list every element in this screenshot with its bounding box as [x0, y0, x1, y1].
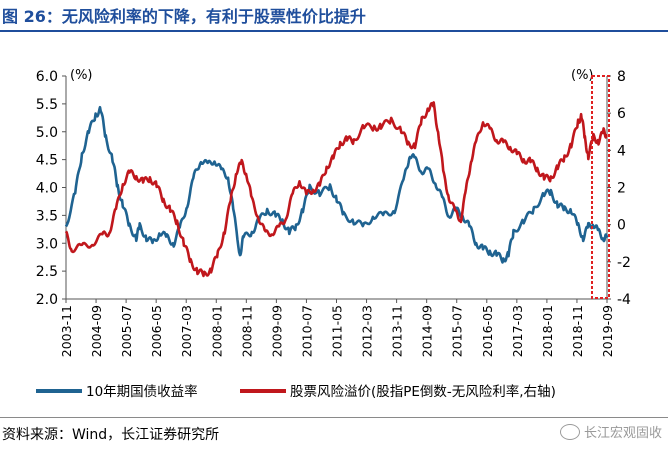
title-divider: [0, 30, 668, 32]
right-axis-unit: (%): [571, 68, 594, 83]
legend-label-bond-yield: 10年期国债收益率: [86, 383, 198, 400]
figure-title: 图 26：无风险利率的下降，有利于股票性价比提升: [2, 7, 366, 26]
x-tick-label: 2005-07: [119, 305, 134, 357]
x-tick-label: 2004-09: [89, 305, 104, 357]
right-tick-label: 8: [617, 69, 626, 85]
left-tick-label: 2.5: [36, 264, 58, 280]
x-tick-label: 2019-09: [600, 305, 615, 357]
recent-period-highlight-box: [591, 75, 610, 299]
left-tick-label: 3.0: [36, 236, 58, 252]
source-note: 资料来源：Wind，长江证券研究所: [2, 427, 220, 443]
x-tick-label: 2003-11: [59, 305, 74, 357]
chart: 6.0 5.5 5.0 4.5 4.0 3.5 3.0 2.5 2.0 8 6 4 2 0 -2 -4 20…: [36, 68, 631, 400]
x-tick-label: 2012-03: [360, 305, 375, 357]
legend: 10年期国债收益率 股票风险溢价(股指PE倒数-无风险利率,右轴): [36, 383, 556, 400]
legend-label-equity-risk-premium: 股票风险溢价(股指PE倒数-无风险利率,右轴): [290, 383, 556, 400]
x-tick-label: 2008-11: [239, 305, 254, 357]
bond-yield-line: [64, 105, 609, 264]
x-tick-label: 2007-03: [179, 305, 194, 357]
left-tick-label: 5.0: [36, 125, 58, 141]
x-tick-label: 2016-05: [480, 305, 495, 357]
left-tick-label: 3.5: [36, 208, 58, 224]
left-tick-label: 6.0: [36, 69, 58, 85]
right-tick-label: 4: [617, 143, 626, 159]
wechat-icon: [559, 423, 580, 440]
right-tick-label: 0: [617, 218, 626, 234]
x-tick-label: 2013-11: [390, 305, 405, 357]
left-tick-label: 4.0: [36, 181, 58, 197]
left-axis: 6.0 5.5 5.0 4.5 4.0 3.5 3.0 2.5 2.0: [36, 69, 67, 308]
x-tick-label: 2018-11: [570, 305, 585, 357]
x-tick-label: 2017-03: [510, 305, 525, 357]
right-tick-label: -4: [617, 292, 631, 308]
x-tick-label: 2011-05: [330, 305, 345, 357]
right-tick-label: 2: [617, 181, 626, 197]
right-tick-label: 6: [617, 106, 626, 122]
x-tick-label: 2006-05: [149, 305, 164, 357]
left-axis-unit: (%): [70, 68, 93, 83]
x-tick-label: 2018-01: [540, 305, 555, 357]
left-tick-label: 5.5: [36, 97, 58, 113]
right-tick-label: -2: [617, 255, 631, 271]
x-tick-label: 2008-01: [209, 305, 224, 357]
left-tick-label: 2.0: [36, 292, 58, 308]
left-tick-label: 4.5: [36, 153, 58, 169]
footer-divider: [0, 417, 668, 418]
equity-risk-premium-line: [64, 101, 608, 278]
x-axis: 2003-11 2004-09 2005-07 2006-05 2007-03 2008-…: [59, 298, 615, 357]
right-axis: 8 6 4 2 0 -2 -4: [606, 69, 631, 308]
wechat-watermark: 长江宏观固收: [559, 422, 662, 441]
x-tick-label: 2014-09: [420, 305, 435, 357]
x-tick-label: 2010-07: [299, 305, 314, 357]
watermark-text: 长江宏观固收: [583, 426, 662, 441]
x-tick-label: 2009-09: [269, 305, 284, 357]
x-tick-label: 2015-07: [450, 305, 465, 357]
